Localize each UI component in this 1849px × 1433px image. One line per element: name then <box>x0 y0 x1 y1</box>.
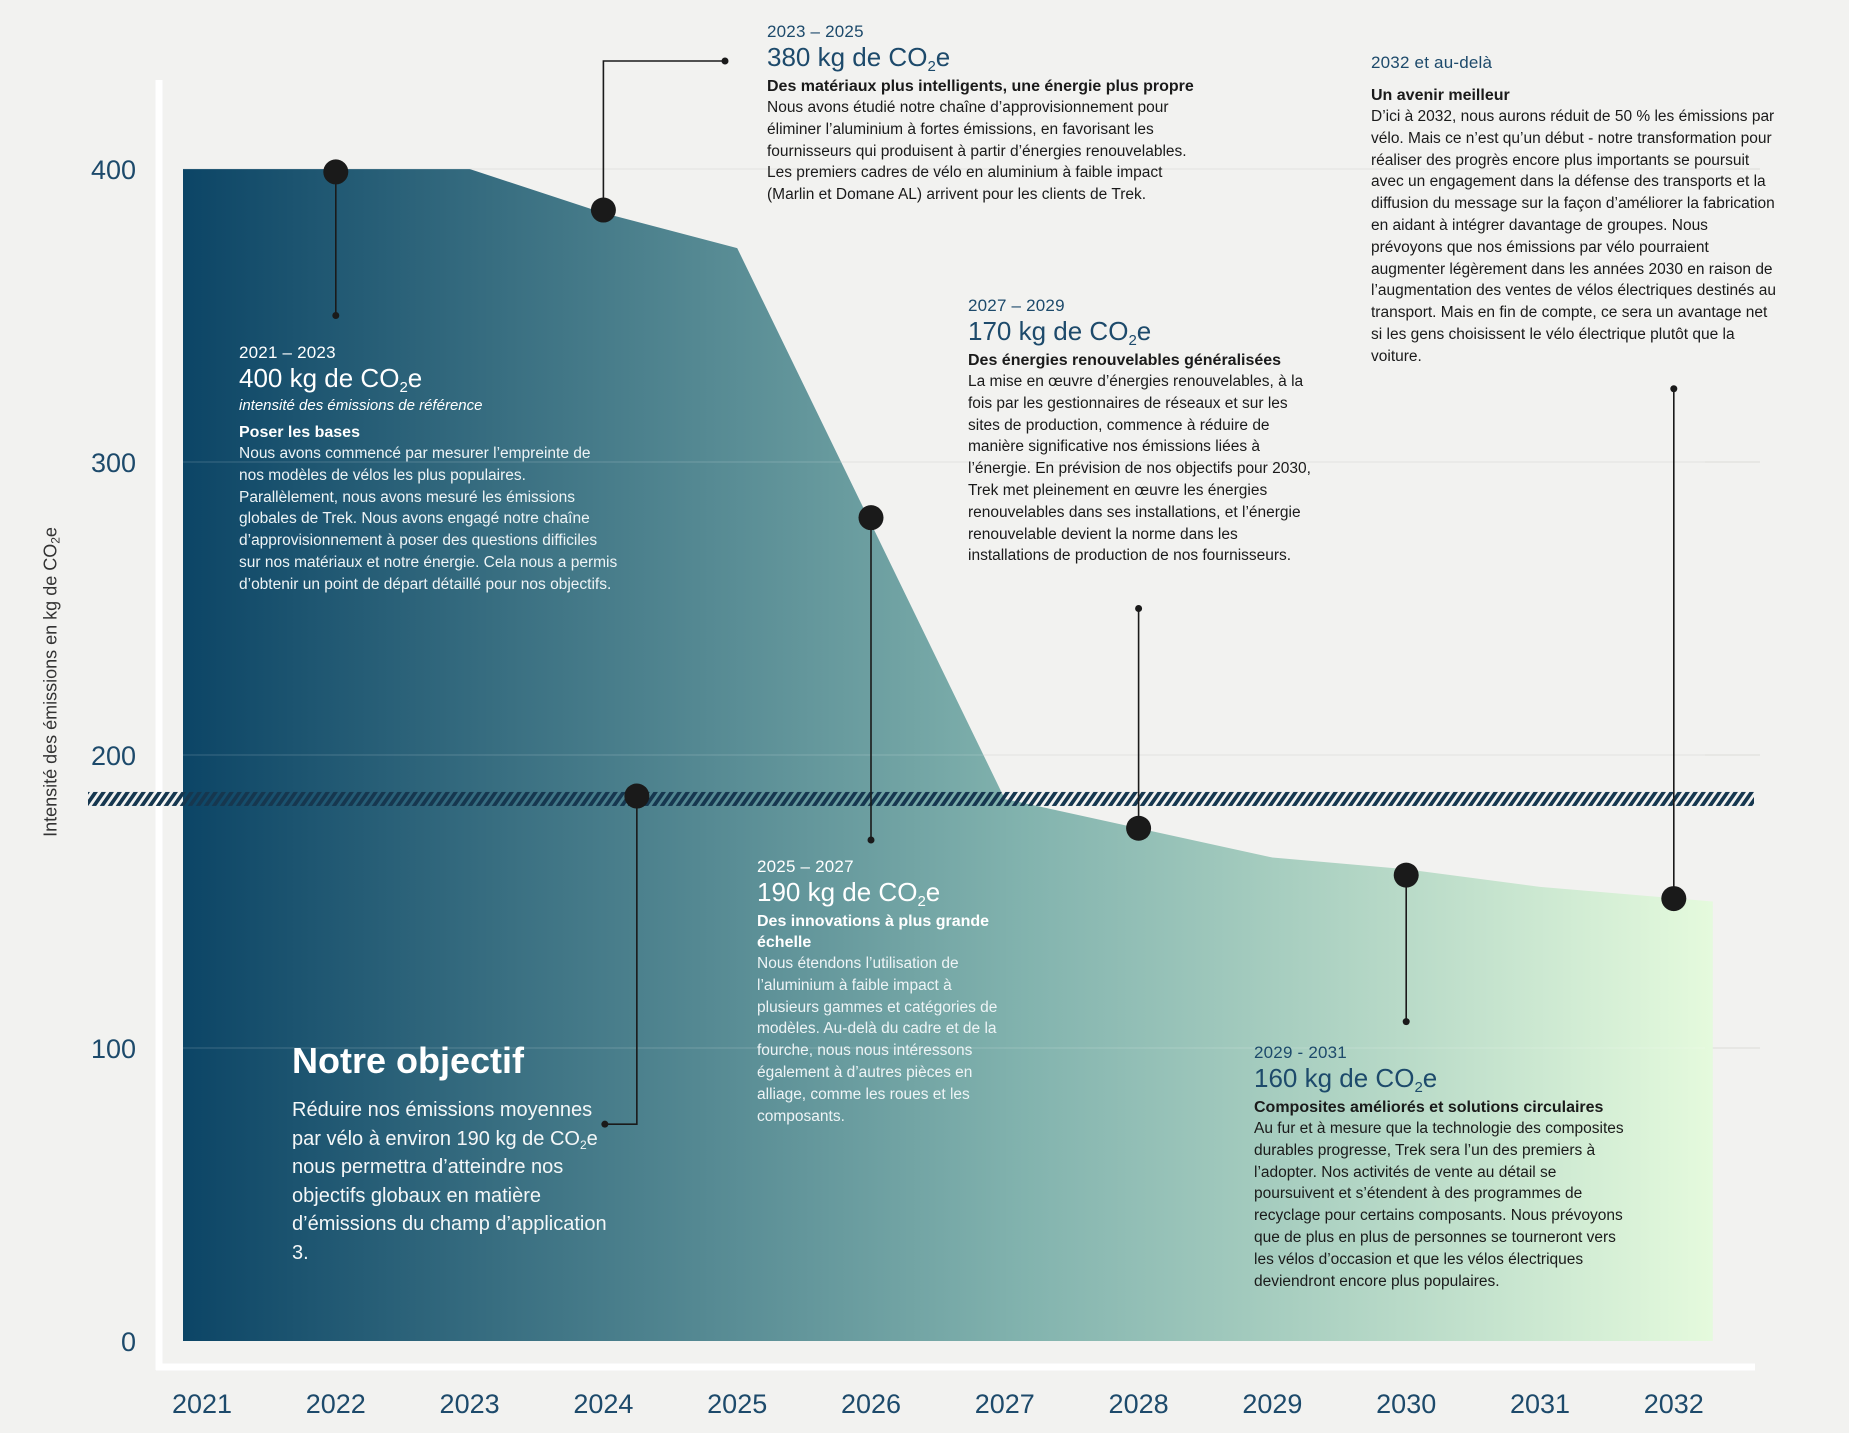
annotation-subcaption: intensité des émissions de référence <box>239 397 483 414</box>
annotation-2029-2031: 2029 - 2031 160 kg de CO2e Composites am… <box>1254 1043 1634 1292</box>
annotation-body: Nous avons étudié notre chaîne d’approvi… <box>767 99 1187 204</box>
x-tick-label: 2031 <box>1510 1389 1570 1419</box>
x-tick-labels: 2021 2022 2023 2024 2025 2026 2027 2028 2029 2030… <box>172 1389 1704 1419</box>
x-tick-label: 2025 <box>707 1389 767 1419</box>
annotation-body: D’ici à 2032, nous aurons réduit de 50 %… <box>1371 108 1776 365</box>
annotation-heading: Poser les bases <box>239 424 360 441</box>
annotation-heading: Des innovations à plus grande échelle <box>757 913 990 951</box>
annotation-period: 2023 – 2025 <box>767 22 864 41</box>
marker <box>858 505 884 844</box>
y-tick-label: 0 <box>121 1327 136 1357</box>
x-tick-label: 2029 <box>1242 1389 1302 1419</box>
x-tick-label: 2026 <box>841 1389 901 1419</box>
target-line <box>88 791 1754 806</box>
x-tick-label: 2021 <box>172 1389 232 1419</box>
annotation-body: Nous avons commencé par mesurer l’emprei… <box>239 445 618 593</box>
annotation-period: 2032 et au-delà <box>1371 53 1493 72</box>
x-tick-label: 2027 <box>975 1389 1035 1419</box>
annotation-value: 170 kg de CO2e <box>968 316 1152 349</box>
goal-body: Réduire nos émissions moyennes par vélo … <box>292 1099 607 1264</box>
goal-title: Notre objectif <box>292 1040 525 1081</box>
annotation-period: 2025 – 2027 <box>757 857 854 876</box>
axes <box>155 80 1755 1371</box>
y-axis-label: Intensité des émissions en kg de CO2e <box>40 527 63 837</box>
annotation-body: La mise en œuvre d’énergies renouvelable… <box>968 373 1311 565</box>
x-tick-label: 2032 <box>1644 1389 1704 1419</box>
x-tick-label: 2028 <box>1109 1389 1169 1419</box>
annotation-heading: Composites améliorés et solutions circul… <box>1254 1099 1604 1116</box>
x-tick-label: 2022 <box>306 1389 366 1419</box>
annotation-value: 160 kg de CO2e <box>1254 1063 1438 1096</box>
y-tick-labels: 0 100 200 300 400 <box>91 155 136 1357</box>
marker <box>590 57 729 223</box>
marker <box>1126 605 1152 841</box>
x-tick-label: 2024 <box>573 1389 633 1419</box>
annotation-value: 380 kg de CO2e <box>767 42 951 75</box>
y-tick-label: 400 <box>91 155 136 185</box>
annotation-period: 2027 – 2029 <box>968 296 1065 315</box>
annotation-heading: Des matériaux plus intelligents, une éne… <box>767 78 1194 95</box>
markers <box>323 57 1687 1128</box>
annotation-heading: Un avenir meilleur <box>1371 87 1510 104</box>
y-tick-label: 200 <box>91 741 136 771</box>
marker <box>1393 862 1419 1026</box>
marker <box>323 159 349 319</box>
marker <box>601 783 650 1128</box>
y-tick-label: 300 <box>91 448 136 478</box>
annotation-2027-2029: 2027 – 2029 170 kg de CO2e Des énergies … <box>968 296 1318 567</box>
annotation-2021-2023: 2021 – 2023 400 kg de CO2e intensité des… <box>239 343 619 596</box>
annotation-2032-beyond: 2032 et au-delà Un avenir meilleur D’ici… <box>1371 53 1781 368</box>
goal-block: Notre objectif Réduire nos émissions moy… <box>292 1040 622 1267</box>
annotation-value: 400 kg de CO2e <box>239 363 423 396</box>
emissions-area <box>183 169 1713 1341</box>
marker <box>1661 385 1687 912</box>
annotation-period: 2021 – 2023 <box>239 343 336 362</box>
annotation-value: 190 kg de CO2e <box>757 877 941 910</box>
y-tick-label: 100 <box>91 1034 136 1064</box>
annotation-heading: Des énergies renouvelables généralisées <box>968 352 1282 369</box>
annotation-2023-2025: 2023 – 2025 380 kg de CO2e Des matériaux… <box>767 22 1212 206</box>
x-tick-label: 2023 <box>440 1389 500 1419</box>
annotation-2025-2027: 2025 – 2027 190 kg de CO2e Des innovatio… <box>757 857 1012 1127</box>
x-tick-label: 2030 <box>1376 1389 1436 1419</box>
annotation-body: Nous étendons l’utilisation de l’alumini… <box>757 955 998 1125</box>
annotation-period: 2029 - 2031 <box>1254 1043 1347 1062</box>
gridlines-over-area <box>183 168 1705 1049</box>
annotation-body: Au fur et à mesure que la technologie de… <box>1254 1120 1624 1290</box>
